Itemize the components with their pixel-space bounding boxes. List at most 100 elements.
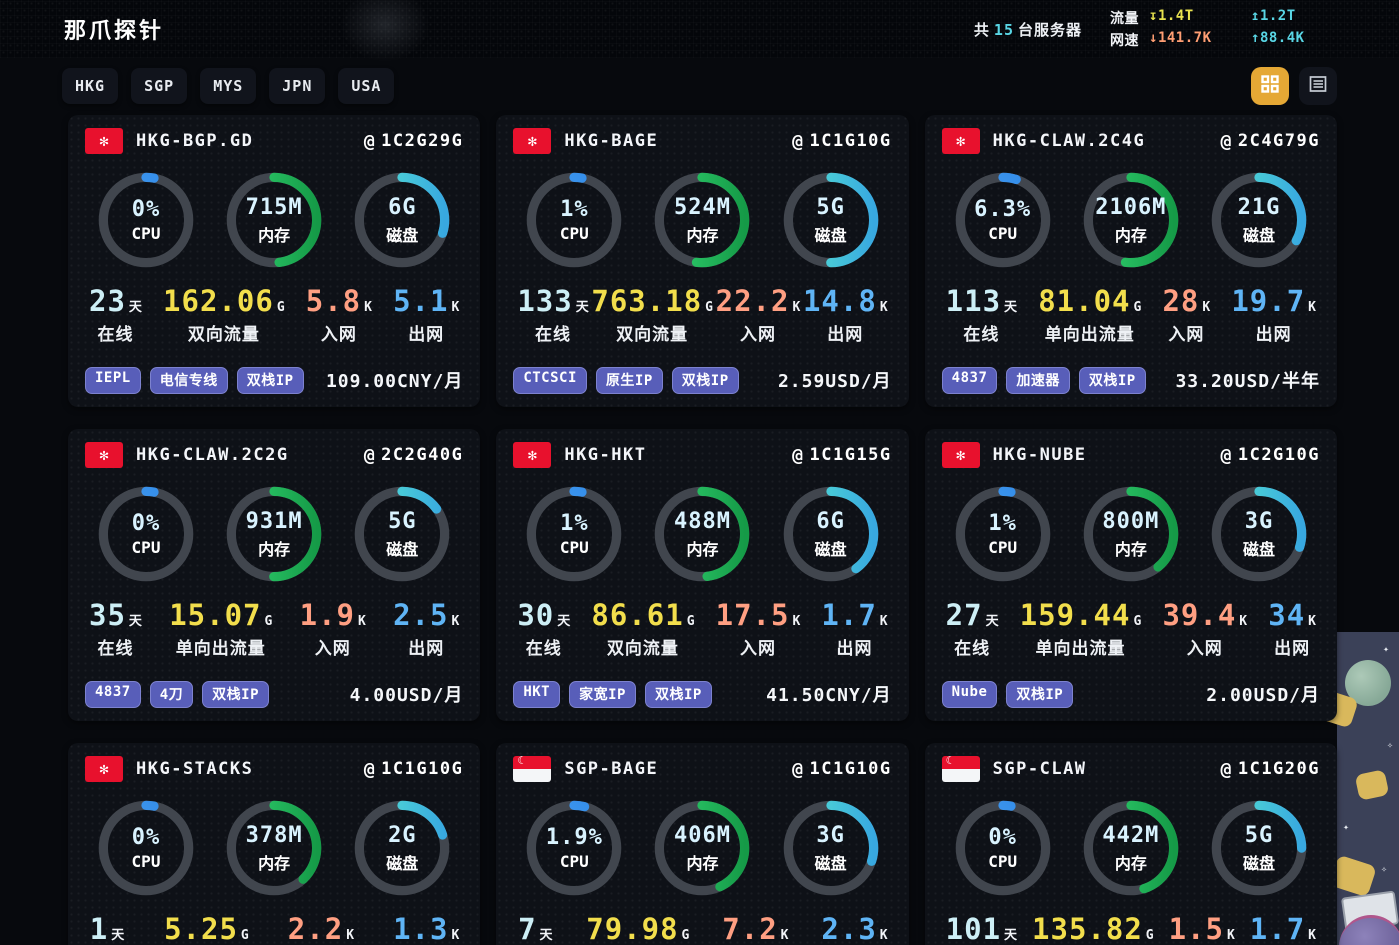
hk-flower-icon: ✻ [527,131,537,150]
tab-mys[interactable]: MYS [200,68,257,104]
server-card[interactable]: ✻ HKG-BAGE @ 1C1G10G 1% CPU 524M 内存 5G 磁盘 133… [496,115,909,407]
tag-row: Nube 双栈IP [941,680,1074,708]
list-view-icon [1308,74,1328,98]
gauge-value: 1% [560,197,589,222]
server-card[interactable]: ✻ HKG-BGP.GD @ 1C2G29G 0% CPU 715M 内存 6G 磁盘 2… [68,115,481,407]
server-card[interactable]: ✻ HKG-NUBE @ 1C2G10G 1% CPU 800M 内存 3G 磁盘 27 天… [924,429,1337,721]
server-name: SGP-CLAW [992,759,1087,779]
card-header: ✻ HKG-NUBE @ 1C2G10G [941,442,1320,468]
gauge-label: 内存 [1114,225,1147,245]
stat-out: 14.8 K 出网 [803,284,888,345]
stat-value: 2.5 [393,598,449,632]
stat-out: 2.5 K 出网 [393,598,459,659]
stat-value: 17.5 [715,598,790,632]
stat-row: 35 天在线 15.07 G 单向出流量 1.9 K 入网 2.5 K 出网 [85,598,463,659]
server-name: HKG-HKT [564,445,647,465]
tab-sgp[interactable]: SGP [131,68,188,104]
gauge-mem: 406M 内存 [651,797,753,899]
stat-unit: 天 [128,300,142,315]
at-icon: @ [792,130,805,152]
grid-view-icon [1260,74,1280,98]
stat-value: 162.06 [163,284,274,318]
planet-illustration [1339,915,1399,945]
server-card[interactable]: ✻ HKG-CLAW.2C4G @ 2C4G79G 6.3% CPU 2106M 内存… [924,115,1337,407]
server-spec-text: 1C1G10G [809,759,892,779]
tab-jpn[interactable]: JPN [269,68,326,104]
server-spec-text: 1C1G10G [809,131,892,151]
hk-flower-icon: ✻ [527,445,537,464]
server-card[interactable]: ✻ HKG-CLAW.2C2G @ 2C2G40G 0% CPU 931M 内存 5G 磁… [68,429,481,721]
stat-value: 1.9 [299,598,355,632]
server-name: HKG-BAGE [564,131,659,151]
server-card[interactable]: ✻ HKG-STACKS @ 1C1G10G 0% CPU 378M 内存 2G 磁盘 1… [68,743,481,945]
price: 109.00CNY/月 [325,371,464,392]
stat-online: 113 天在线 [946,284,1017,345]
region-tab-bar: HKG SGP MYS JPN USA [62,67,1337,105]
tab-hkg[interactable]: HKG [62,68,119,104]
stat-value: 159.44 [1019,598,1131,632]
server-name: HKG-STACKS [136,759,254,779]
stat-label: 入网 [739,639,776,659]
background-illustration: ✦ ✧ ✦ ✧ [1317,632,1399,945]
hk-flower-icon: ✻ [956,445,966,464]
stat-unit: G [681,928,690,943]
gauge-label: CPU [988,538,1018,557]
grid-view-button[interactable] [1251,67,1289,105]
stat-row: 133 天在线 763.18 G 双向流量 22.2 K 入网 14.8 K 出网 [513,284,891,345]
gauge-cpu: 1% CPU [523,483,625,585]
server-card[interactable]: ✻ HKG-HKT @ 1C1G15G 1% CPU 488M 内存 6G 磁盘 30 天在… [496,429,909,721]
stat-label: 在线 [97,325,134,345]
gauge-row: 1% CPU 524M 内存 5G 磁盘 [513,169,891,271]
stat-label: 出网 [1255,325,1292,345]
gauge-cpu: 0% CPU [95,797,197,899]
stat-unit: 天 [128,614,142,629]
gauge-label: CPU [988,224,1018,243]
stat-in: 17.5 K 入网 [716,598,801,659]
card-header: ✻ HKG-BGP.GD @ 1C2G29G [85,128,463,154]
at-icon: @ [1220,444,1233,466]
traffic-label: 流量 [1110,11,1139,27]
server-spec: @ 2C4G79G [1221,131,1321,152]
tab-usa[interactable]: USA [338,68,395,104]
card-header: ✻ HKG-STACKS @ 1C1G10G [85,756,463,782]
traffic-up: ↥1.2T [1251,8,1296,24]
stat-value: 2.2 [287,912,344,945]
stat-label: 单向出流量 [1044,325,1135,345]
gauge-label: CPU [559,538,589,557]
stat-row: 27 天在线 159.44 G 单向出流量 39.4 K 入网 34 K 出网 [942,598,1320,659]
stat-unit: G [264,614,273,629]
gauge-label: 内存 [258,225,291,245]
tag: CTCSCI [513,366,587,394]
gauge-label: 磁盘 [814,225,847,245]
gauge-mem: 800M 内存 [1080,483,1182,585]
country-flag-icon: ✻ [85,442,123,468]
stat-value: 23 [89,284,126,318]
stat-unit: G [1133,614,1142,629]
gauge-cpu: 1.9% CPU [523,797,625,899]
server-card[interactable]: ☾ SGP-BAGE @ 1C1G10G 1.9% CPU 406M 内存 3G 磁盘 7… [496,743,909,945]
stat-row: 23 天在线 162.06 G 双向流量 5.8 K 入网 5.1 K 出网 [85,284,463,345]
stat-traffic: 159.44 G 单向出流量 [1020,598,1142,659]
gauge-value: 5G [388,508,417,534]
stat-out: 34 K 出网 [1268,598,1316,659]
server-card[interactable]: ☾ SGP-CLAW @ 1C1G20G 0% CPU 442M 内存 5G 磁盘 101… [924,743,1337,945]
stat-unit: K [358,614,366,629]
stat-unit: 天 [539,928,553,943]
list-view-button[interactable] [1299,67,1337,105]
stat-out: 2.3K出网 [821,912,887,945]
star-illustration [1354,769,1390,801]
server-count-suffix: 台服务器 [1017,20,1082,39]
gauge-label: 内存 [1114,853,1147,873]
stat-label: 出网 [836,639,873,659]
price: 2.00USD/月 [1206,685,1320,706]
gauge-label: 内存 [686,539,719,559]
gauge-value: 524M [673,194,731,220]
server-spec-text: 1C1G10G [381,759,464,779]
gauge-row: 0% CPU 378M 内存 2G 磁盘 [85,797,463,899]
upload-bar-arrow-icon: ↥ [1251,8,1260,24]
stat-unit: 天 [985,614,999,629]
gauge-label: 磁盘 [386,225,419,245]
speed-down: ↓141.7K [1149,30,1212,46]
